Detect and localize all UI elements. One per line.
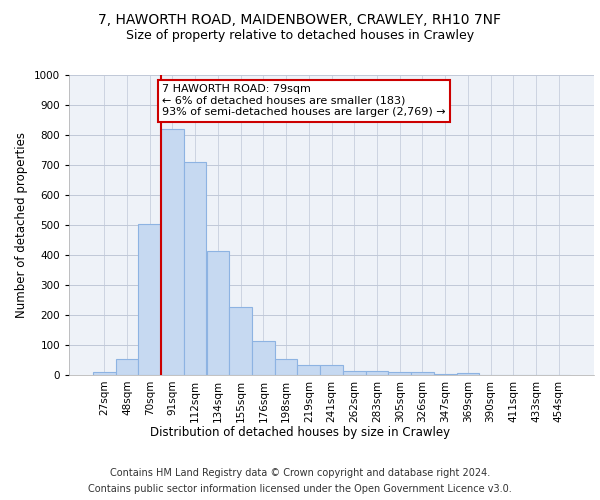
- Y-axis label: Number of detached properties: Number of detached properties: [15, 132, 28, 318]
- Bar: [93, 372, 116, 375]
- Bar: [457, 372, 479, 375]
- Bar: [411, 372, 434, 375]
- Text: Distribution of detached houses by size in Crawley: Distribution of detached houses by size …: [150, 426, 450, 439]
- Text: Contains HM Land Registry data © Crown copyright and database right 2024.: Contains HM Land Registry data © Crown c…: [110, 468, 490, 477]
- Bar: [434, 374, 457, 375]
- Bar: [388, 372, 411, 375]
- Bar: [139, 224, 161, 375]
- Bar: [365, 372, 388, 375]
- Text: Contains public sector information licensed under the Open Government Licence v3: Contains public sector information licen…: [88, 484, 512, 494]
- Bar: [320, 366, 343, 375]
- Bar: [229, 306, 252, 375]
- Bar: [184, 162, 206, 375]
- Text: Size of property relative to detached houses in Crawley: Size of property relative to detached ho…: [126, 29, 474, 42]
- Bar: [206, 250, 229, 375]
- Bar: [116, 358, 139, 375]
- Bar: [343, 372, 365, 375]
- Bar: [275, 358, 298, 375]
- Bar: [252, 340, 275, 375]
- Text: 7 HAWORTH ROAD: 79sqm
← 6% of detached houses are smaller (183)
93% of semi-deta: 7 HAWORTH ROAD: 79sqm ← 6% of detached h…: [162, 84, 446, 117]
- Bar: [298, 366, 320, 375]
- Text: 7, HAWORTH ROAD, MAIDENBOWER, CRAWLEY, RH10 7NF: 7, HAWORTH ROAD, MAIDENBOWER, CRAWLEY, R…: [98, 12, 502, 26]
- Bar: [161, 129, 184, 375]
